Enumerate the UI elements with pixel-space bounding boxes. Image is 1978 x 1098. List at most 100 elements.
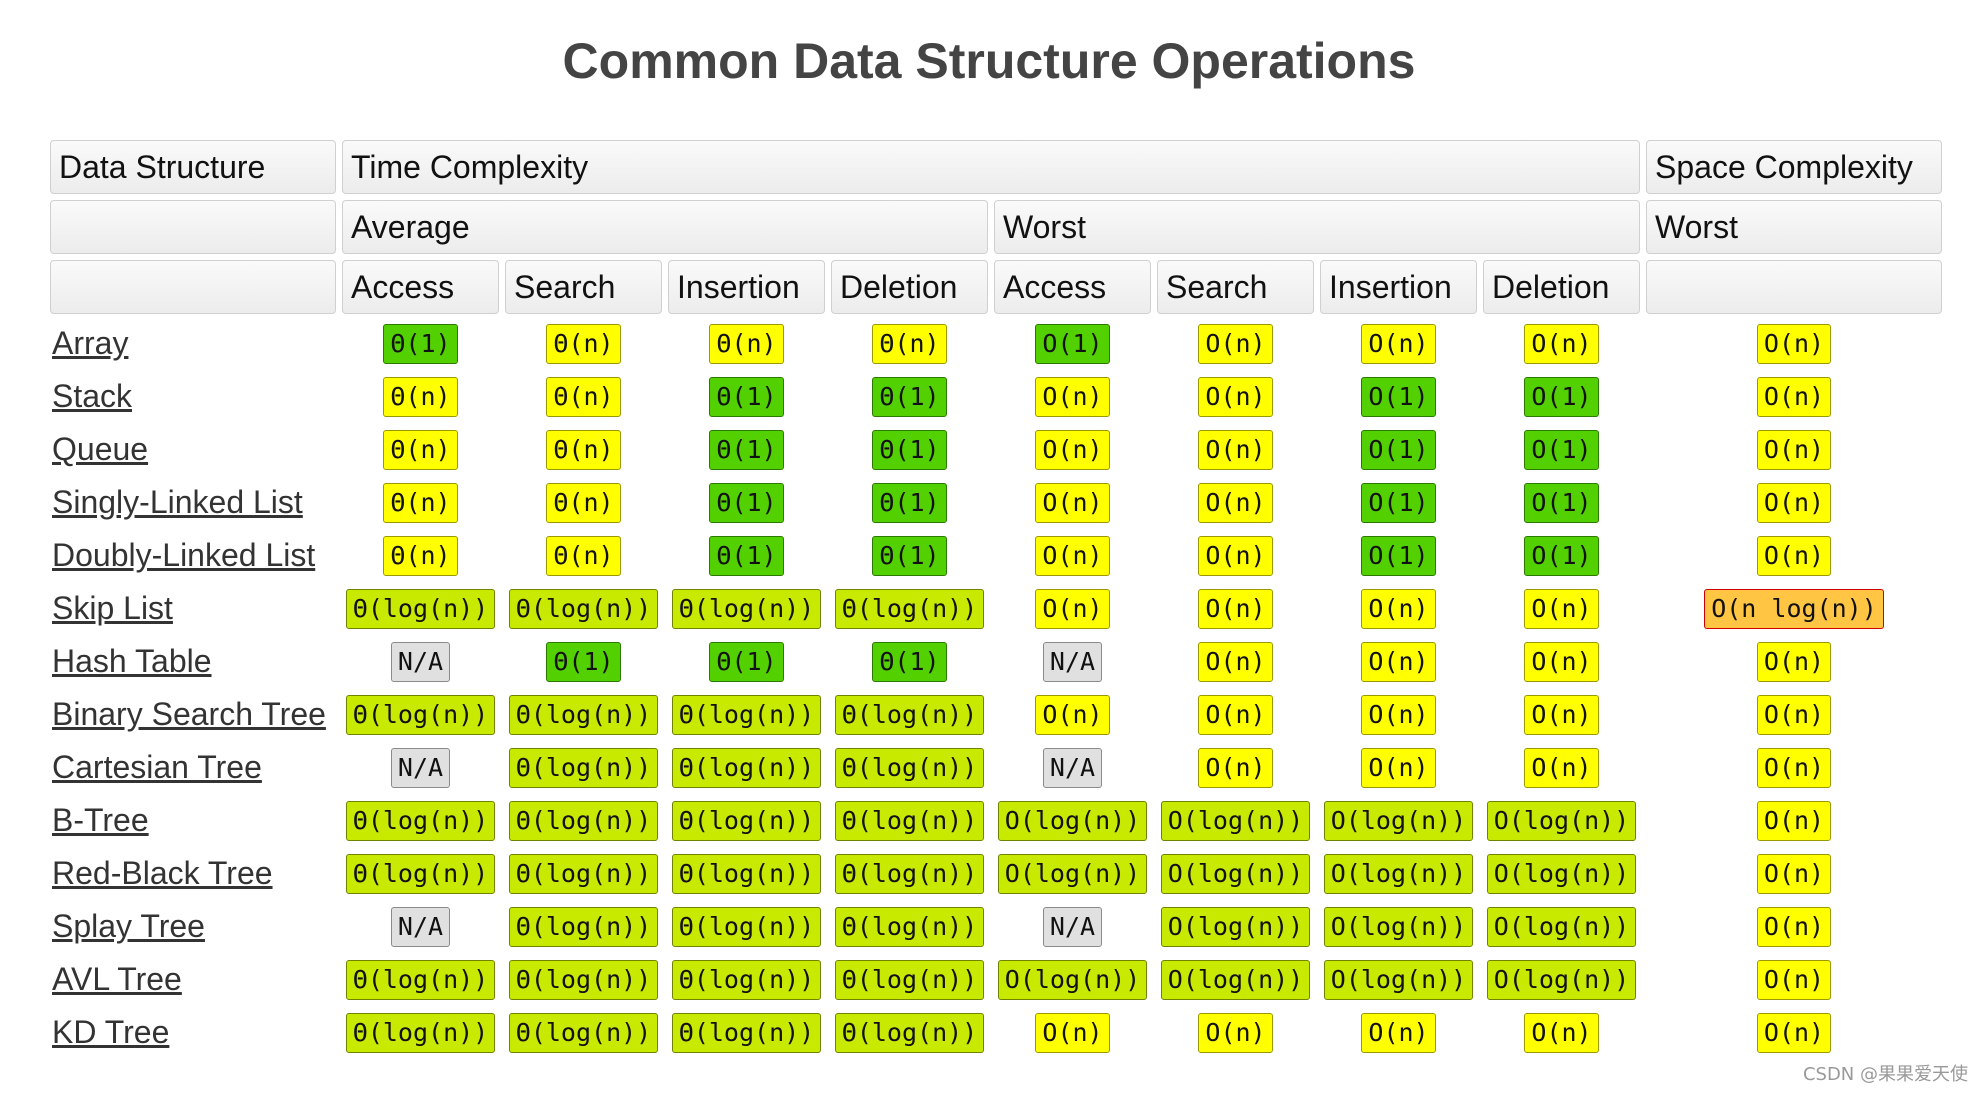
- complexity-badge: Θ(n): [546, 323, 621, 364]
- data-structure-link[interactable]: Queue: [52, 431, 149, 467]
- complexity-cell-avg-search: Θ(n): [505, 479, 662, 526]
- table-row: Hash Table N/A Θ(1) Θ(1) Θ(1) N/A O(n) O(n) O(n)…: [50, 638, 1942, 685]
- row-name-cell: B-Tree: [50, 797, 336, 844]
- header-avg-search: Search: [505, 260, 662, 314]
- complexity-badge: Θ(1): [709, 429, 784, 470]
- row-name-cell: Singly-Linked List: [50, 479, 336, 526]
- data-structure-link[interactable]: AVL Tree: [52, 961, 182, 997]
- data-structure-link[interactable]: KD Tree: [52, 1014, 170, 1050]
- data-structure-link[interactable]: B-Tree: [52, 802, 149, 838]
- header-avg-access: Access: [342, 260, 499, 314]
- complexity-badge: Θ(log(n)): [671, 694, 822, 735]
- header-space-complexity: Space Complexity: [1646, 140, 1942, 194]
- complexity-badge: Θ(log(n)): [671, 800, 822, 841]
- table-row: Array Θ(1) Θ(n) Θ(n) Θ(n) O(1) O(n) O(n) O(n) O(n…: [50, 320, 1942, 367]
- row-name-cell: Splay Tree: [50, 903, 336, 950]
- complexity-badge: Θ(log(n)): [834, 747, 985, 788]
- complexity-badge: O(1): [1524, 535, 1599, 576]
- complexity-badge: Θ(log(n)): [345, 588, 496, 629]
- header-row-top: Data Structure Time Complexity Space Com…: [50, 140, 1942, 194]
- header-worst-insertion: Insertion: [1320, 260, 1477, 314]
- complexity-cell-worst-search: O(n): [1157, 320, 1314, 367]
- data-structure-link[interactable]: Stack: [52, 378, 133, 414]
- complexity-cell-avg-insertion: Θ(log(n)): [668, 956, 825, 1003]
- complexity-badge: Θ(log(n)): [508, 800, 659, 841]
- complexity-badge: O(n): [1198, 323, 1273, 364]
- complexity-badge: O(n): [1756, 641, 1832, 682]
- row-name-cell: Red-Black Tree: [50, 850, 336, 897]
- complexity-badge: O(1): [1524, 482, 1599, 523]
- data-structure-link[interactable]: Splay Tree: [52, 908, 205, 944]
- complexity-cell-worst-deletion: O(1): [1483, 532, 1640, 579]
- complexity-badge: N/A: [390, 906, 451, 947]
- complexity-cell-avg-search: Θ(n): [505, 373, 662, 420]
- complexity-cell-avg-search: Θ(log(n)): [505, 903, 662, 950]
- complexity-cell-avg-search: Θ(log(n)): [505, 797, 662, 844]
- complexity-cell-worst-deletion: O(n): [1483, 691, 1640, 738]
- complexity-badge: O(n): [1198, 376, 1273, 417]
- complexity-badge: Θ(1): [546, 641, 621, 682]
- complexity-cell-worst-insertion: O(1): [1320, 373, 1477, 420]
- complexity-badge: Θ(n): [709, 323, 784, 364]
- complexity-cell-space-worst: O(n): [1646, 320, 1942, 367]
- complexity-cell-worst-insertion: O(n): [1320, 691, 1477, 738]
- data-structure-link[interactable]: Red-Black Tree: [52, 855, 273, 891]
- complexity-badge: Θ(1): [872, 641, 947, 682]
- complexity-badge: Θ(1): [709, 482, 784, 523]
- complexity-badge: O(1): [1035, 323, 1110, 364]
- complexity-badge: O(n): [1198, 641, 1273, 682]
- complexity-cell-worst-insertion: O(n): [1320, 744, 1477, 791]
- complexity-cell-worst-search: O(n): [1157, 691, 1314, 738]
- complexity-badge: O(n): [1198, 429, 1273, 470]
- complexity-cell-avg-insertion: Θ(1): [668, 373, 825, 420]
- complexity-cell-avg-insertion: Θ(log(n)): [668, 744, 825, 791]
- data-structure-link[interactable]: Skip List: [52, 590, 173, 626]
- complexity-badge: O(n): [1361, 323, 1436, 364]
- complexity-badge: O(log(n)): [997, 959, 1148, 1000]
- complexity-badge: Θ(log(n)): [345, 1012, 496, 1053]
- data-structure-link[interactable]: Binary Search Tree: [52, 696, 326, 732]
- complexity-cell-worst-search: O(n): [1157, 638, 1314, 685]
- data-structure-link[interactable]: Hash Table: [52, 643, 212, 679]
- complexity-badge: Θ(log(n)): [834, 959, 985, 1000]
- complexity-badge: Θ(log(n)): [508, 694, 659, 735]
- data-structure-link[interactable]: Cartesian Tree: [52, 749, 262, 785]
- header-worst: Worst: [994, 200, 1640, 254]
- table-row: B-Tree Θ(log(n)) Θ(log(n)) Θ(log(n)) Θ(log(n…: [50, 797, 1942, 844]
- data-structure-link[interactable]: Doubly-Linked List: [52, 537, 316, 573]
- complexity-cell-avg-deletion: Θ(log(n)): [831, 691, 988, 738]
- table-row: Queue Θ(n) Θ(n) Θ(1) Θ(1) O(n) O(n) O(1) O(1) O(n…: [50, 426, 1942, 473]
- complexity-cell-worst-insertion: O(n): [1320, 1009, 1477, 1056]
- complexity-cell-worst-deletion: O(n): [1483, 638, 1640, 685]
- complexity-cell-worst-search: O(log(n)): [1157, 797, 1314, 844]
- complexity-badge: O(log(n)): [1323, 853, 1474, 894]
- complexity-cell-avg-access: Θ(1): [342, 320, 499, 367]
- complexity-badge: O(n log(n)): [1704, 588, 1884, 629]
- complexity-cell-worst-search: O(n): [1157, 532, 1314, 579]
- complexity-badge: O(n): [1361, 694, 1436, 735]
- complexity-cell-worst-insertion: O(n): [1320, 320, 1477, 367]
- complexity-cell-worst-access: O(n): [994, 532, 1151, 579]
- complexity-cell-avg-search: Θ(log(n)): [505, 850, 662, 897]
- complexity-badge: Θ(n): [383, 535, 458, 576]
- data-structure-link[interactable]: Singly-Linked List: [52, 484, 303, 520]
- complexity-cell-worst-deletion: O(log(n)): [1483, 903, 1640, 950]
- complexity-badge: O(n): [1361, 1012, 1436, 1053]
- complexity-cell-worst-deletion: O(n): [1483, 320, 1640, 367]
- complexity-cell-worst-access: O(n): [994, 691, 1151, 738]
- complexity-cell-avg-deletion: Θ(log(n)): [831, 585, 988, 632]
- data-structure-link[interactable]: Array: [52, 325, 129, 361]
- complexity-cell-avg-insertion: Θ(1): [668, 532, 825, 579]
- complexity-cell-worst-deletion: O(log(n)): [1483, 956, 1640, 1003]
- complexity-cell-avg-deletion: Θ(log(n)): [831, 903, 988, 950]
- complexity-badge: O(n): [1035, 535, 1110, 576]
- complexity-badge: Θ(log(n)): [345, 800, 496, 841]
- complexity-cell-worst-insertion: O(log(n)): [1320, 850, 1477, 897]
- complexity-cell-worst-access: O(log(n)): [994, 850, 1151, 897]
- header-worst-access: Access: [994, 260, 1151, 314]
- complexity-cell-avg-access: Θ(log(n)): [342, 585, 499, 632]
- row-name-cell: Stack: [50, 373, 336, 420]
- header-space-worst: Worst: [1646, 200, 1942, 254]
- complexity-badge: Θ(log(n)): [508, 906, 659, 947]
- complexity-badge: O(log(n)): [1160, 959, 1311, 1000]
